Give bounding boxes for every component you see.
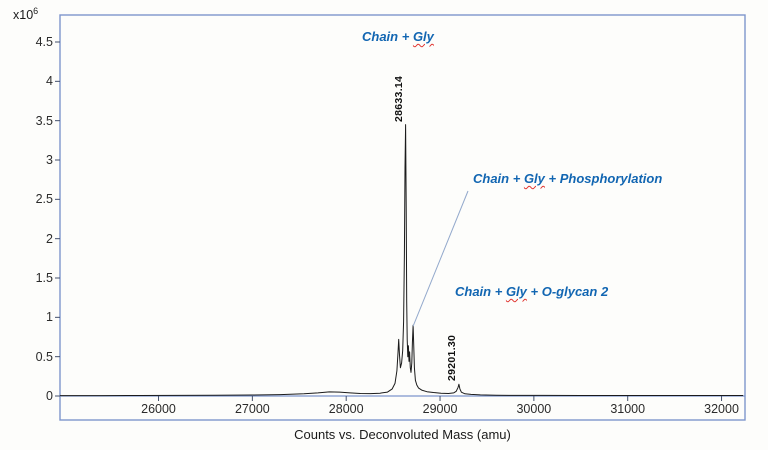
annotation-text-wavy: Gly: [412, 29, 434, 44]
peak-mass-label: 29201.30: [445, 334, 458, 382]
annotation-text: Chain +: [473, 171, 524, 186]
y-scale-exponent: 6: [33, 6, 39, 16]
x-tick-label: 28000: [328, 402, 364, 416]
y-tick-label: 0.5: [35, 349, 53, 364]
annotation-text-wavy: Gly: [523, 171, 545, 186]
y-tick-label: 2.5: [35, 192, 53, 207]
y-tick-label: 1.5: [35, 271, 53, 285]
y-tick-label: 3: [46, 153, 53, 167]
y-scale-base: x10: [13, 8, 34, 23]
y-tick-label: 2: [46, 231, 53, 246]
annotation-leader-line: [412, 190, 469, 327]
x-tick-label: 30000: [516, 402, 552, 416]
annotation-text: Chain +: [455, 284, 506, 299]
y-tick-label: 0: [46, 389, 53, 403]
peak-mass-label: 28633.14: [392, 75, 405, 122]
x-tick-label: 26000: [141, 402, 176, 416]
annotation-text: + Phosphorylation: [544, 171, 663, 186]
annotation-text: + O-glycan 2: [526, 284, 609, 299]
y-tick-label: 4: [46, 74, 53, 89]
y-tick-label: 4.5: [35, 35, 53, 49]
y-axis-scale-label: x106: [13, 6, 38, 22]
plot-frame: [59, 14, 746, 421]
x-tick-label: 31000: [610, 402, 646, 416]
annotation-chain-gly: Chain + Gly: [362, 29, 434, 44]
x-tick-label: 27000: [234, 402, 270, 416]
annotation-chain-gly-phosphorylation: Chain + Gly + Phosphorylation: [473, 171, 662, 186]
x-tick-label: 32000: [704, 402, 739, 416]
x-axis-title: Counts vs. Deconvoluted Mass (amu): [294, 427, 511, 442]
annotation-text: Chain +: [362, 29, 413, 44]
annotation-text-wavy: Gly: [505, 284, 527, 299]
spectrum-trace: [60, 124, 744, 397]
x-tick-label: 29000: [422, 402, 458, 416]
y-tick-label: 3.5: [35, 113, 53, 128]
annotation-chain-gly-o-glycan-2: Chain + Gly + O-glycan 2: [455, 284, 608, 299]
y-tick-label: 1: [46, 310, 53, 325]
